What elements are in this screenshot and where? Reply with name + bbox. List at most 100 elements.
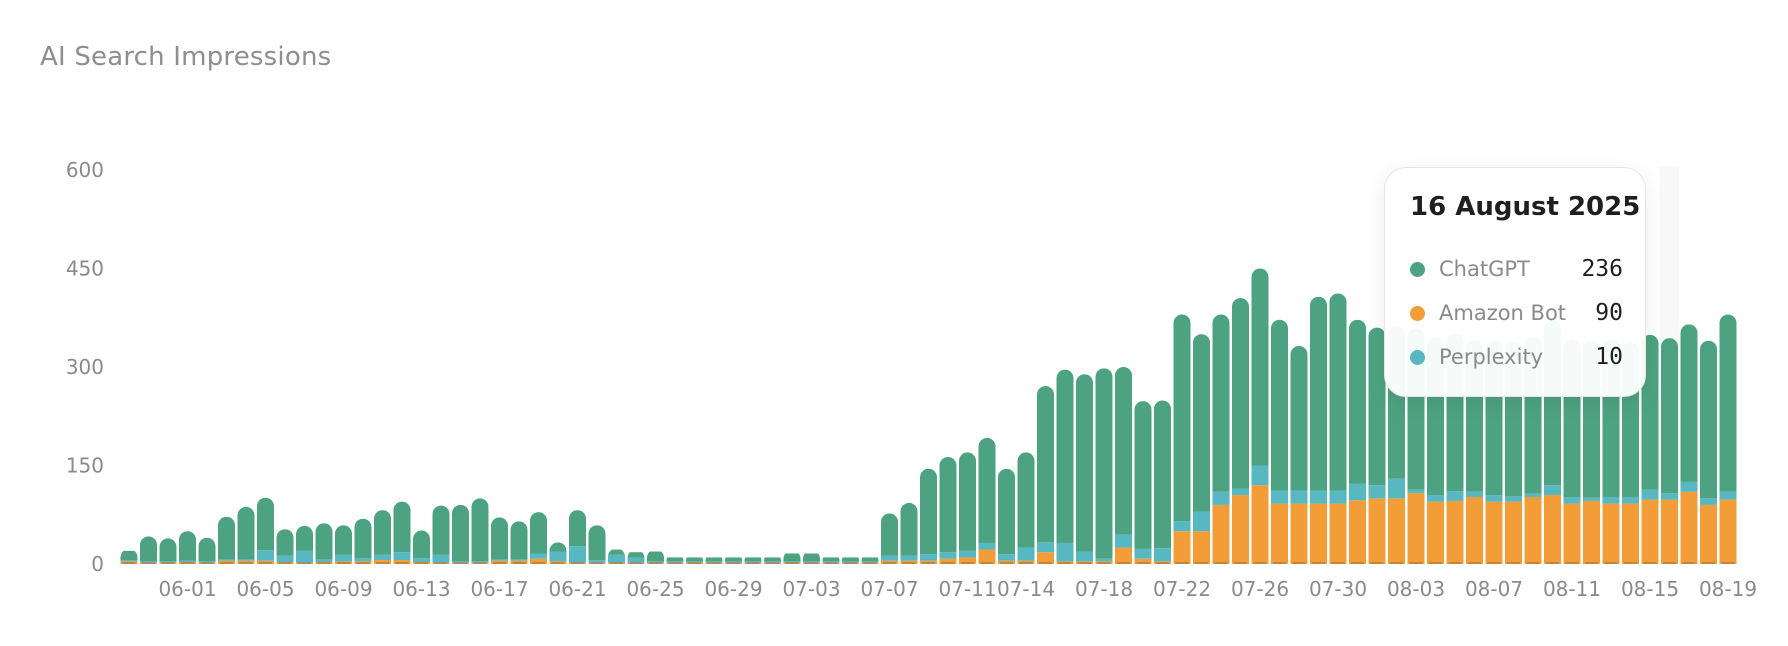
bar-stack-06-24[interactable] — [627, 552, 645, 564]
bar-stack-07-12[interactable] — [978, 437, 996, 564]
bar-segment-chatgpt — [978, 437, 996, 543]
bar-segment-amazon-bot — [1076, 561, 1093, 564]
bar-stack-07-30[interactable] — [1329, 293, 1347, 564]
bar-segment-chatgpt — [881, 513, 898, 556]
bar-stack-08-19[interactable] — [1719, 314, 1737, 564]
bar-stack-06-10[interactable] — [354, 518, 372, 564]
bar-stack-07-13[interactable] — [998, 468, 1015, 564]
bar-stack-07-20[interactable] — [1134, 401, 1152, 564]
bar-stack-06-23[interactable] — [608, 549, 625, 564]
bar-stack-07-16[interactable] — [1056, 369, 1074, 564]
bar-segment-amazon-bot — [413, 562, 430, 564]
x-tick-label: 06-17 — [470, 577, 528, 601]
bar-stack-07-31[interactable] — [1349, 319, 1366, 564]
bar-stack-07-15[interactable] — [1037, 386, 1054, 564]
bar-stack-06-25[interactable] — [647, 551, 664, 564]
bar-stack-06-22[interactable] — [588, 525, 606, 564]
bar-stack-07-19[interactable] — [1115, 367, 1132, 564]
bar-stack-07-17[interactable] — [1076, 374, 1093, 564]
bar-stack-06-09[interactable] — [335, 525, 352, 564]
bar-stack-07-10[interactable] — [939, 456, 957, 564]
bar-baseline — [1643, 562, 1657, 564]
bar-stack-06-05[interactable] — [257, 497, 274, 564]
bar-stack-06-11[interactable] — [374, 510, 391, 564]
bar-stack-05-30[interactable] — [140, 536, 157, 564]
bar-stack-07-02[interactable] — [783, 553, 801, 564]
bar-stack-07-07[interactable] — [881, 513, 898, 564]
bar-segment-amazon-bot — [1290, 503, 1308, 564]
bar-stack-07-22[interactable] — [1173, 314, 1191, 564]
bar-stack-06-15[interactable] — [452, 504, 469, 564]
bar-segment-perplexity — [705, 561, 723, 563]
bar-stack-08-18[interactable] — [1700, 340, 1717, 564]
bar-stack-07-06[interactable] — [861, 557, 879, 564]
bar-segment-perplexity — [608, 554, 625, 563]
bar-stack-07-26[interactable] — [1251, 268, 1269, 565]
bar-stack-06-14[interactable] — [432, 505, 450, 564]
bar-stack-07-03[interactable] — [803, 553, 820, 564]
bar-stack-06-12[interactable] — [393, 501, 411, 564]
bar-stack-07-04[interactable] — [822, 557, 840, 564]
bar-stack-08-01[interactable] — [1368, 327, 1386, 564]
bar-segment-amazon-bot — [569, 562, 586, 564]
bar-stack-05-31[interactable] — [159, 538, 177, 564]
bar-stack-06-07[interactable] — [296, 525, 313, 564]
bar-segment-perplexity — [939, 552, 957, 559]
bar-stack-05-29[interactable] — [120, 550, 138, 564]
bar-stack-06-04[interactable] — [237, 506, 255, 564]
bar-stack-06-28[interactable] — [705, 557, 723, 564]
bar-stack-06-01[interactable] — [179, 531, 196, 564]
bar-stack-07-28[interactable] — [1290, 345, 1308, 564]
bar-stack-08-16[interactable] — [1661, 338, 1678, 564]
bar-stack-07-29[interactable] — [1310, 296, 1327, 564]
bar-stack-07-05[interactable] — [842, 557, 859, 564]
bar-stack-06-16[interactable] — [471, 498, 489, 564]
bar-stack-07-14[interactable] — [1017, 452, 1035, 564]
bar-baseline — [922, 562, 935, 564]
bar-segment-amazon-bot — [647, 562, 664, 564]
bar-segment-chatgpt — [1310, 296, 1327, 491]
bar-stack-06-06[interactable] — [276, 529, 294, 564]
bar-stack-07-18[interactable] — [1095, 368, 1113, 564]
bar-stack-06-08[interactable] — [315, 523, 333, 564]
bar-stack-07-21[interactable] — [1154, 400, 1171, 564]
bar-segment-chatgpt — [920, 468, 937, 555]
bar-baseline — [415, 562, 428, 564]
bar-stack-06-03[interactable] — [218, 516, 235, 564]
bar-stack-07-11[interactable] — [959, 452, 976, 564]
tooltip-value-chatgpt: 236 — [1581, 256, 1623, 282]
bar-baseline — [1624, 562, 1637, 564]
bar-stack-06-02[interactable] — [198, 537, 216, 564]
bar-stack-06-30[interactable] — [744, 557, 762, 564]
bar-baseline — [1253, 562, 1267, 564]
bar-stack-08-17[interactable] — [1680, 324, 1698, 564]
bar-segment-chatgpt — [686, 557, 703, 562]
bar-segment-perplexity — [1310, 490, 1327, 504]
bar-segment-chatgpt — [491, 517, 508, 560]
x-tick-label: 08-19 — [1699, 577, 1757, 601]
bar-stack-07-24[interactable] — [1212, 314, 1230, 564]
bar-baseline — [317, 562, 331, 564]
bar-stack-07-09[interactable] — [920, 468, 937, 564]
bar-stack-06-27[interactable] — [686, 557, 703, 564]
bar-stack-07-01[interactable] — [764, 557, 781, 564]
bar-stack-06-19[interactable] — [530, 512, 547, 564]
bar-stack-06-26[interactable] — [666, 557, 684, 564]
bar-segment-perplexity — [491, 559, 508, 561]
bar-segment-chatgpt — [432, 505, 450, 555]
bar-stack-07-08[interactable] — [900, 502, 918, 564]
bar-stack-07-23[interactable] — [1193, 334, 1210, 564]
bar-stack-06-29[interactable] — [725, 557, 742, 564]
bar-stack-06-18[interactable] — [510, 521, 528, 564]
bar-segment-perplexity — [1719, 491, 1737, 500]
bar-segment-amazon-bot — [1056, 561, 1074, 564]
bar-stack-06-21[interactable] — [569, 510, 586, 564]
bar-stack-06-20[interactable] — [549, 542, 567, 564]
bar-stack-06-17[interactable] — [491, 517, 508, 564]
bar-stack-07-27[interactable] — [1271, 319, 1288, 564]
bar-stack-06-13[interactable] — [413, 530, 430, 564]
bar-stack-07-25[interactable] — [1232, 298, 1249, 564]
bar-segment-chatgpt — [1173, 314, 1191, 522]
bar-segment-chatgpt — [276, 529, 294, 556]
